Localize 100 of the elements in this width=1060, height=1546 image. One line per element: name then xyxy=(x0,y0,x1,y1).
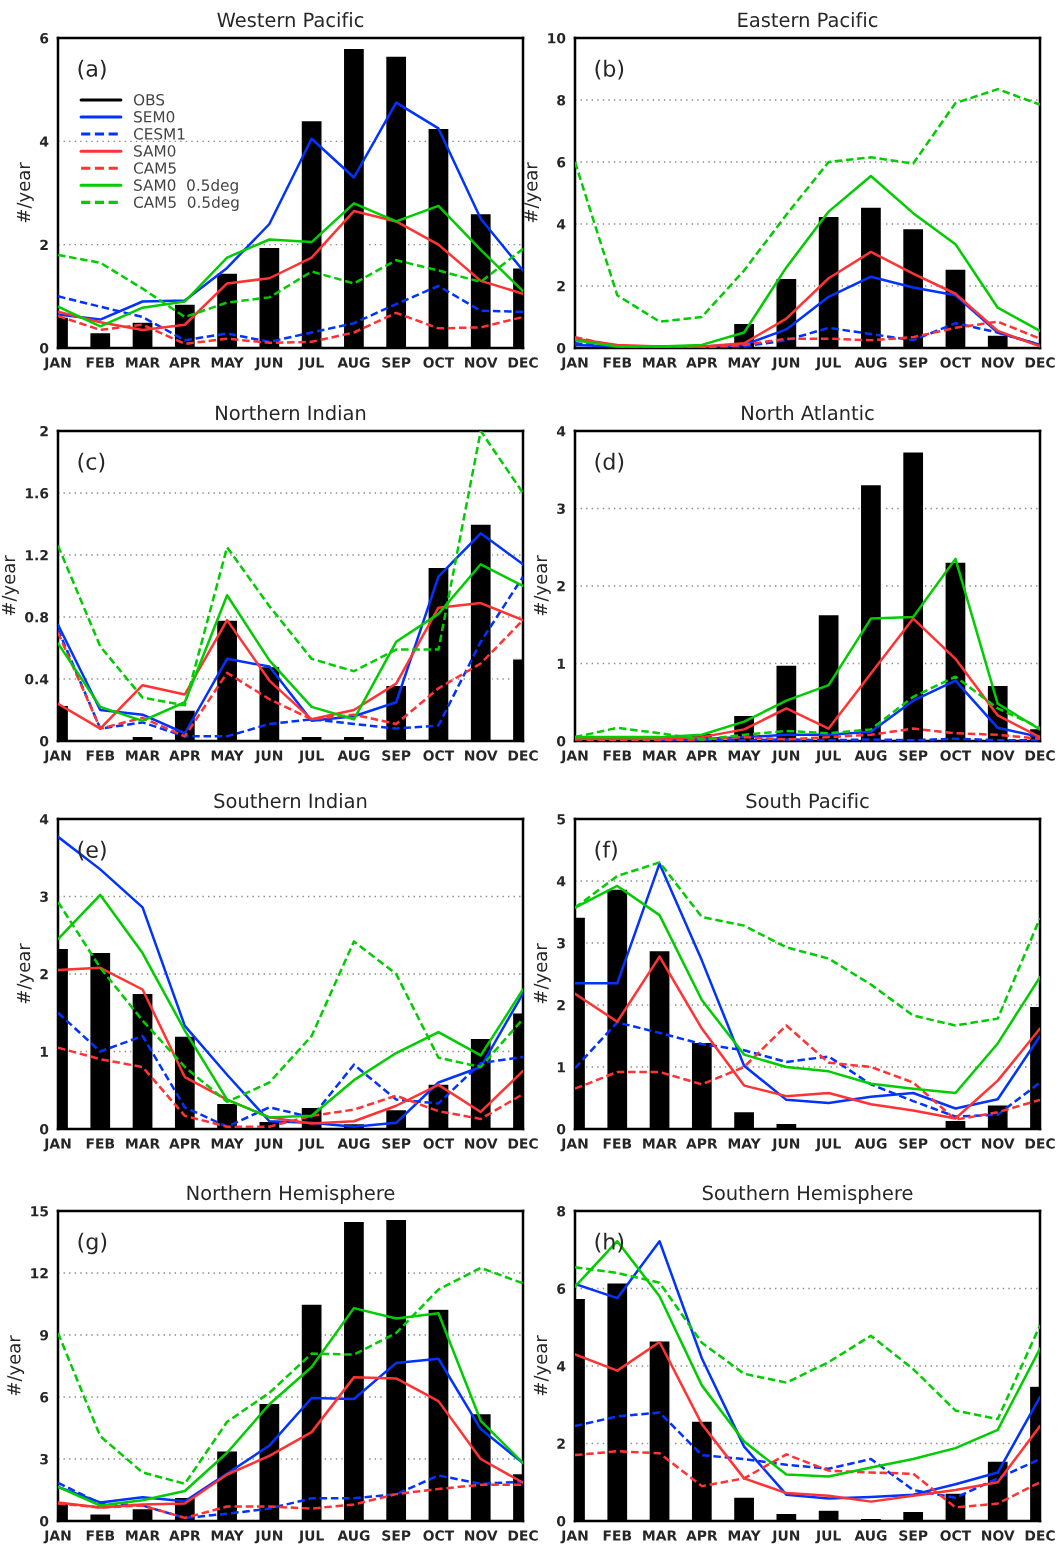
x-tick-label: OCT xyxy=(423,1138,455,1149)
x-tick-label: JUL xyxy=(815,1530,841,1544)
y-tick-label: 6 xyxy=(40,1391,49,1403)
annotation: (a) xyxy=(78,59,106,80)
x-tick-label: SEP xyxy=(899,1138,928,1149)
y-tick-label: 3 xyxy=(40,1453,48,1465)
x-tick-label: JUL xyxy=(815,750,841,764)
y-tick-label: 4 xyxy=(39,814,49,825)
x-tick-label: OCT xyxy=(940,750,972,761)
x-tick-label: OCT xyxy=(423,357,455,368)
x-tick-label: MAR xyxy=(126,750,160,761)
x-tick-label: MAY xyxy=(728,357,761,368)
x-tick-label: APR xyxy=(169,357,201,368)
y-tick-label: 2 xyxy=(40,239,48,250)
chart-title: Southern Hemisphere xyxy=(702,1185,913,1204)
y-tick-label: 0.4 xyxy=(25,673,49,685)
x-tick-label: APR xyxy=(169,1530,201,1541)
x-tick-label: APR xyxy=(686,1138,718,1149)
x-tick-label: NOV xyxy=(465,750,498,761)
x-tick-label: AUG xyxy=(337,357,370,368)
legend-label: CAM5 0.5deg xyxy=(133,196,239,211)
chart-title: Western Pacific xyxy=(217,12,364,28)
y-axis-title: #/year xyxy=(524,162,542,223)
x-tick-label: NOV xyxy=(982,750,1015,761)
x-tick-label: MAY xyxy=(211,357,244,368)
x-tick-label: FEB xyxy=(603,1138,632,1149)
x-tick-label: JUL xyxy=(298,1138,324,1152)
y-tick-label: 1 xyxy=(40,1046,49,1057)
y-tick-label: 8 xyxy=(557,94,566,106)
annotation: (e) xyxy=(78,840,106,861)
y-tick-label: 9 xyxy=(40,1329,49,1341)
legend-label: CESM1 xyxy=(133,128,185,140)
x-tick-label: MAR xyxy=(126,1530,160,1541)
x-tick-label: NOV xyxy=(465,357,498,368)
y-tick-label: 2 xyxy=(557,280,565,292)
y-tick-label: 2 xyxy=(557,1438,565,1449)
chart-title: Northern Indian xyxy=(216,405,366,421)
x-tick-label: JAN xyxy=(43,750,71,764)
x-tick-label: OCT xyxy=(940,1138,972,1149)
y-tick-label: 0 xyxy=(556,1123,566,1135)
x-tick-label: FEB xyxy=(603,1530,632,1541)
x-tick-label: DEC xyxy=(508,1530,538,1541)
x-tick-label: MAY xyxy=(211,750,244,761)
y-tick-label: 8 xyxy=(557,1205,566,1217)
y-tick-label: 1.6 xyxy=(25,487,49,499)
x-tick-label: OCT xyxy=(423,1530,455,1541)
x-tick-label: JAN xyxy=(43,1530,71,1544)
x-tick-label: FEB xyxy=(86,1530,115,1541)
x-tick-label: DEC xyxy=(1025,1138,1055,1149)
x-tick-label: MAY xyxy=(728,1138,761,1149)
y-axis-title: #/year xyxy=(533,555,551,616)
annotation: (f) xyxy=(595,840,617,861)
x-tick-label: AUG xyxy=(854,1530,887,1541)
x-tick-label: JUN xyxy=(771,1530,800,1544)
x-tick-label: JUN xyxy=(771,357,800,371)
annotation: (d) xyxy=(595,452,624,473)
x-tick-label: APR xyxy=(169,750,201,761)
y-axis-title: #/year xyxy=(533,943,551,1004)
x-tick-label: MAR xyxy=(126,1138,160,1149)
x-tick-label: MAR xyxy=(643,357,677,368)
x-tick-label: FEB xyxy=(603,750,632,761)
x-tick-label: AUG xyxy=(854,750,887,761)
y-axis-title: #/year xyxy=(1,555,19,616)
y-axis-title: #/year xyxy=(533,1335,551,1396)
y-tick-label: 6 xyxy=(40,32,49,44)
y-axis-title: #/year xyxy=(16,162,34,223)
x-tick-label: MAY xyxy=(211,1530,244,1541)
annotation: (g) xyxy=(78,1232,107,1255)
y-tick-label: 4 xyxy=(556,876,566,887)
x-tick-label: JUL xyxy=(298,357,324,371)
x-tick-label: OCT xyxy=(940,1530,972,1541)
y-axis-title: #/year xyxy=(7,1335,25,1396)
x-tick-label: SEP xyxy=(899,357,928,368)
y-tick-label: 6 xyxy=(557,156,566,168)
x-tick-label: SEP xyxy=(382,750,411,761)
chart-title: North Atlantic xyxy=(742,405,874,421)
legend-label: CAM5 xyxy=(133,162,176,174)
x-tick-label: DEC xyxy=(508,357,538,368)
annotation: (c) xyxy=(78,452,105,473)
x-tick-label: FEB xyxy=(603,357,632,368)
x-tick-label: JAN xyxy=(560,1530,588,1544)
x-tick-label: JUL xyxy=(815,1138,841,1152)
annotation: (h) xyxy=(595,1232,624,1253)
y-tick-label: 2 xyxy=(557,580,565,592)
annotation: (b) xyxy=(595,59,624,80)
y-tick-label: 0 xyxy=(39,1123,49,1135)
x-tick-label: DEC xyxy=(508,1138,538,1149)
x-tick-label: JAN xyxy=(560,357,588,371)
y-tick-label: 15 xyxy=(31,1206,48,1217)
chart-title: Southern Indian xyxy=(214,793,367,809)
x-tick-label: AUG xyxy=(337,1530,370,1541)
y-tick-label: 3 xyxy=(557,503,565,514)
x-tick-label: APR xyxy=(686,1530,718,1541)
x-tick-label: JUL xyxy=(298,750,324,764)
legend-label: OBS xyxy=(133,93,165,106)
x-tick-label: JAN xyxy=(43,357,71,371)
x-tick-label: MAY xyxy=(728,750,761,761)
y-tick-label: 4 xyxy=(556,426,566,437)
chart-title: Northern Hemisphere xyxy=(187,1185,395,1204)
x-tick-label: DEC xyxy=(1025,1530,1055,1541)
